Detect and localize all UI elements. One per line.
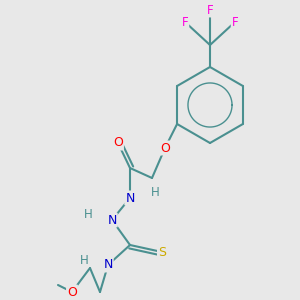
Text: N: N <box>125 191 135 205</box>
Text: S: S <box>158 245 166 259</box>
Text: N: N <box>103 259 113 272</box>
Text: F: F <box>182 16 188 28</box>
Text: H: H <box>151 187 159 200</box>
Text: N: N <box>107 214 117 226</box>
Text: O: O <box>160 142 170 154</box>
Text: F: F <box>232 16 238 28</box>
Text: O: O <box>67 286 77 298</box>
Text: O: O <box>113 136 123 149</box>
Text: H: H <box>80 254 88 266</box>
Text: F: F <box>207 4 213 16</box>
Text: H: H <box>84 208 92 221</box>
